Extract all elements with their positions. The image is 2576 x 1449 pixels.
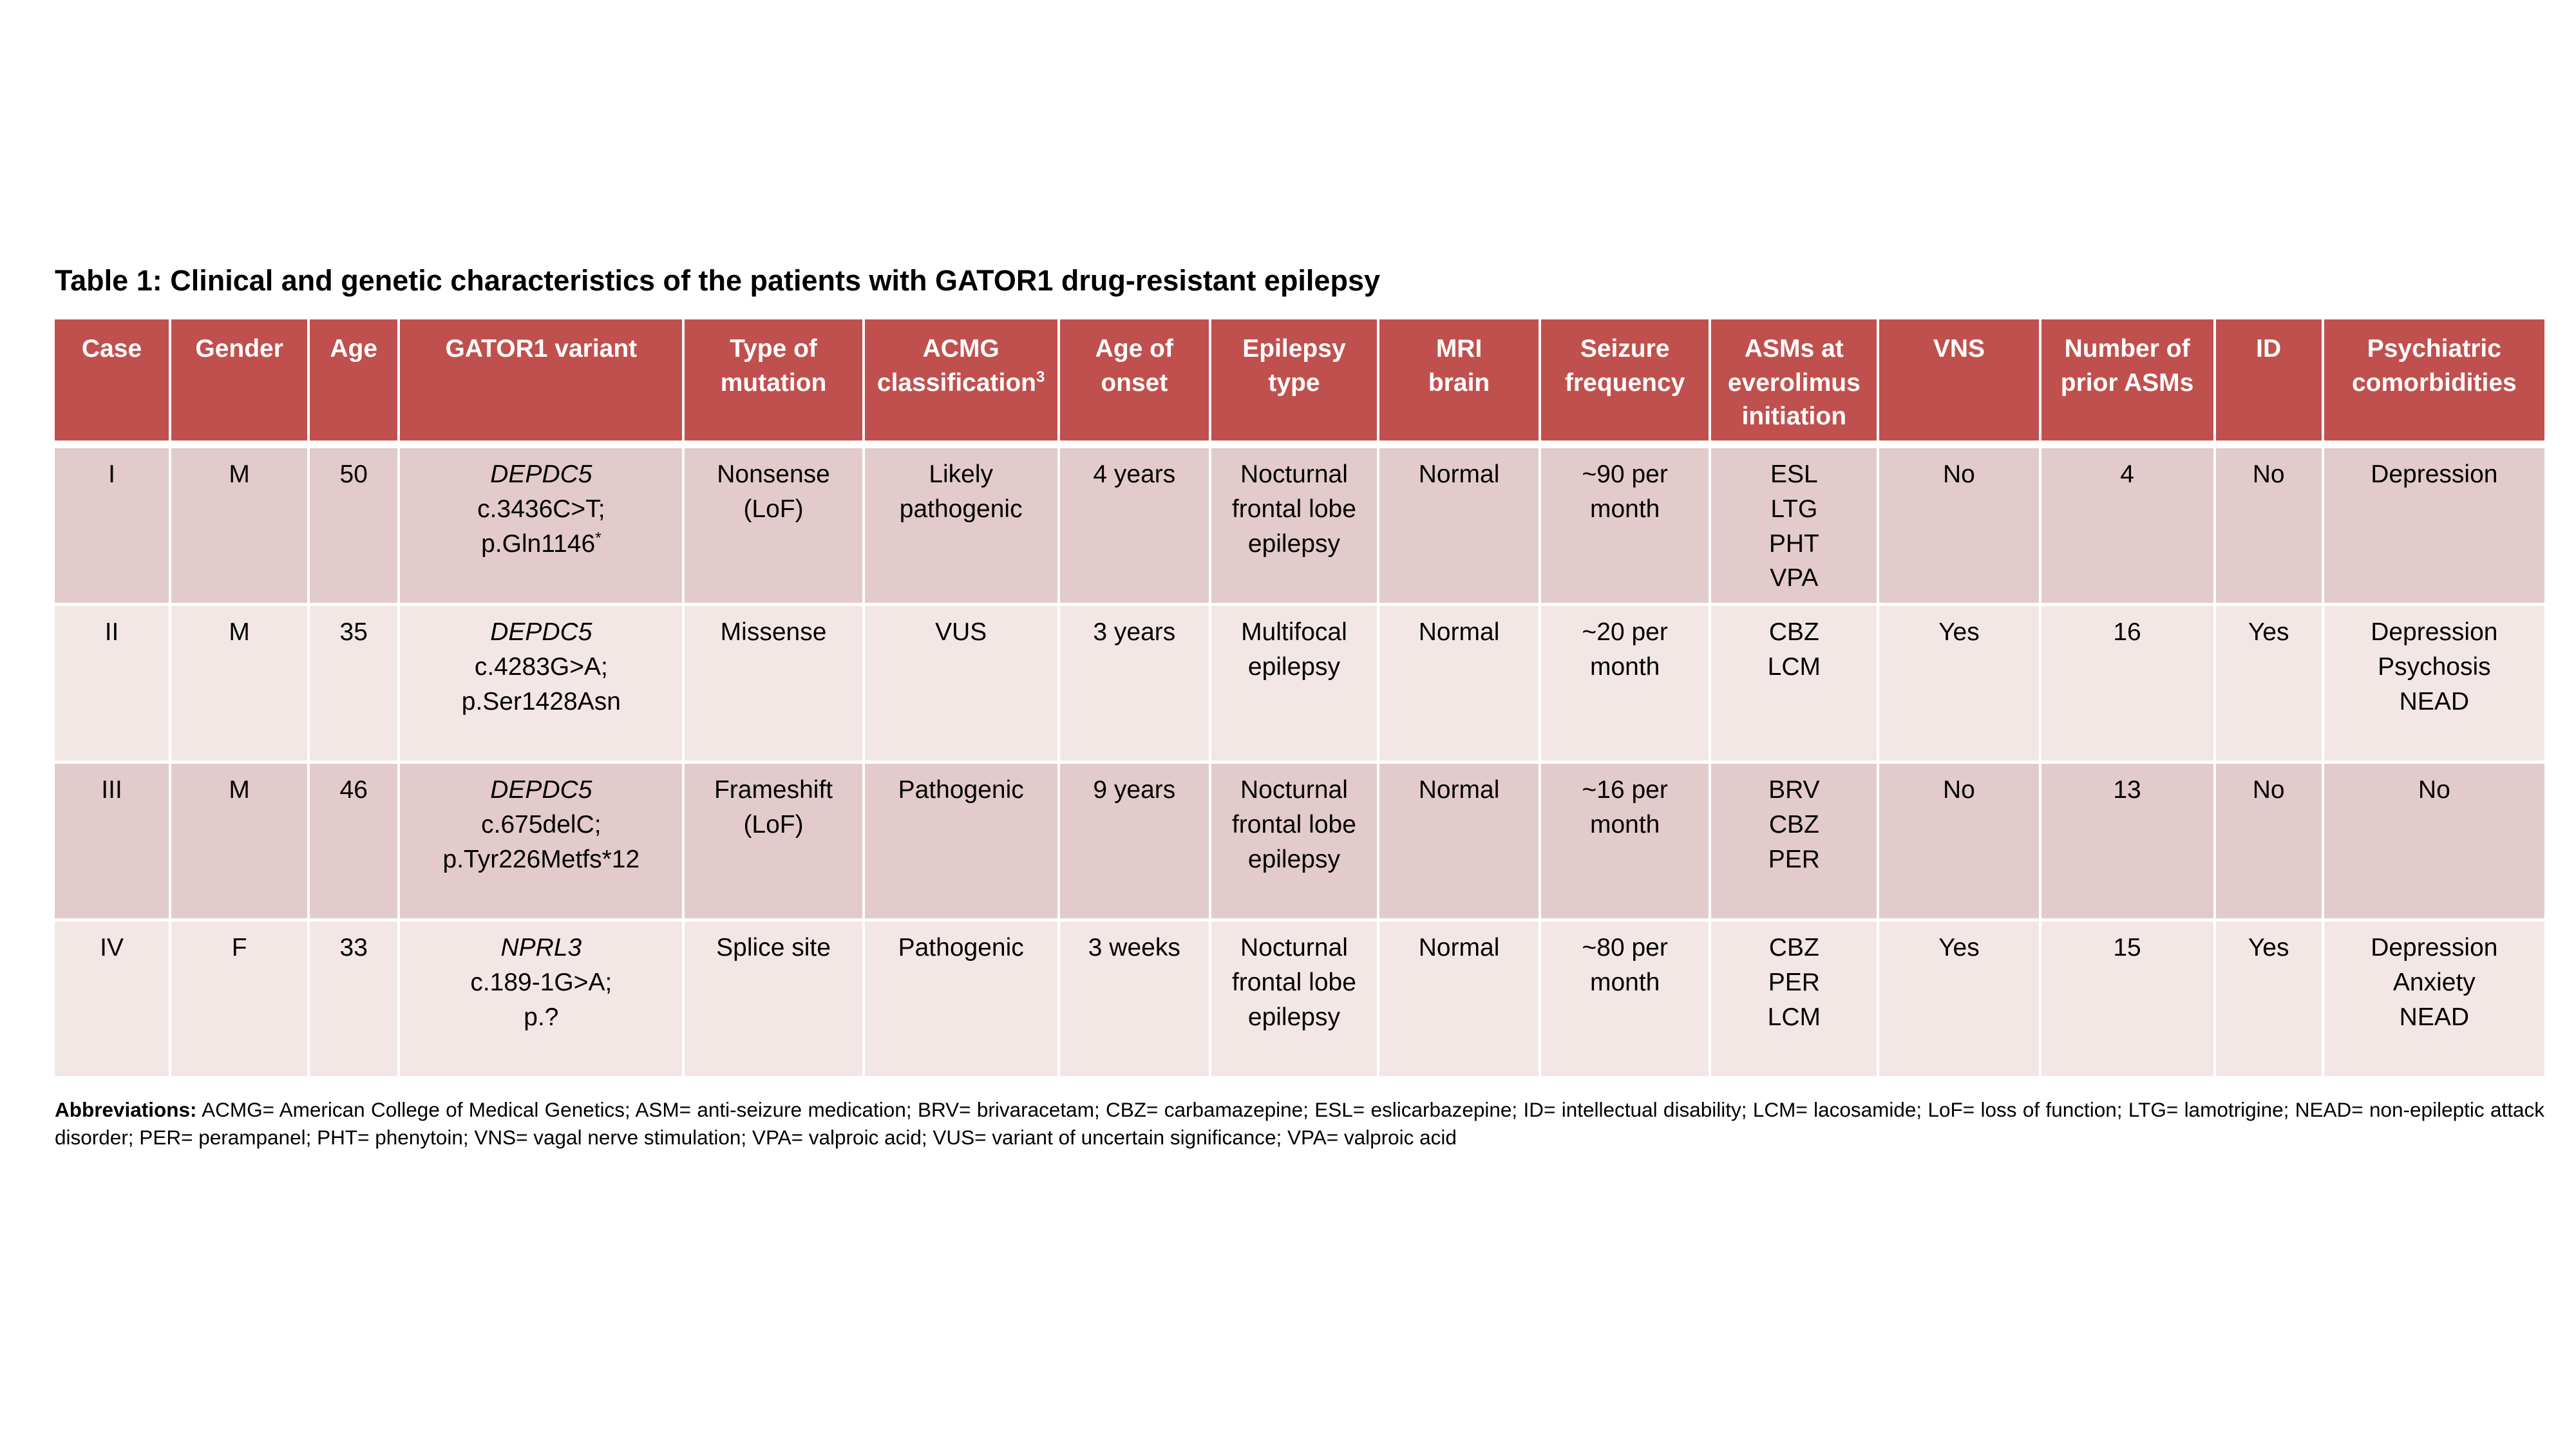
column-header-vns: VNS (1879, 319, 2041, 448)
cell-III-age: 46 (310, 763, 401, 922)
cell-IV-gender: F (171, 921, 310, 1079)
cell-III-psychiatric-comorbidities: No (2324, 763, 2544, 922)
table-row-case-II: II M 35 DEPDC5 c.4283G>A; p.Ser1428Asn Missens… (55, 605, 2544, 764)
column-header-number-of-prior-asms: Number of prior ASMs (2041, 319, 2216, 448)
cell-I-type-of-mutation: Nonsense (LoF) (685, 448, 865, 606)
cell-I-number-of-prior-asms: 4 (2041, 448, 2216, 606)
cell-IV-vns: Yes (1879, 921, 2041, 1079)
column-header-seizure-frequency: Seizure frequency (1541, 319, 1712, 448)
cell-II-gator1-variant: DEPDC5 c.4283G>A; p.Ser1428Asn (400, 605, 685, 764)
cell-II-case: II (55, 605, 172, 764)
cell-I-vns: No (1879, 448, 2041, 606)
cell-IV-type-of-mutation: Splice site (685, 921, 865, 1079)
cell-I-seizure-frequency: ~90 per month (1541, 448, 1712, 606)
column-header-age: Age (310, 319, 401, 448)
table-title: Table 1: Clinical and genetic characteri… (55, 264, 1381, 297)
cell-III-number-of-prior-asms: 13 (2041, 763, 2216, 922)
cell-II-asms-at-everolimus-initiation: CBZ LCM (1711, 605, 1880, 764)
column-header-mri-brain: MRI brain (1379, 319, 1542, 448)
cell-IV-seizure-frequency: ~80 per month (1541, 921, 1712, 1079)
table-body: I M 50 DEPDC5 c.3436C>T; p.Gln1146* Nonsense (L… (55, 448, 2544, 1079)
cell-III-case: III (55, 763, 172, 922)
cell-I-asms-at-everolimus-initiation: ESL LTG PHT VPA (1711, 448, 1880, 606)
cell-IV-psychiatric-comorbidities: Depression Anxiety NEAD (2324, 921, 2544, 1079)
cell-I-gator1-variant: DEPDC5 c.3436C>T; p.Gln1146* (400, 448, 685, 606)
cell-III-acmg-classification: Pathogenic (864, 763, 1060, 922)
cell-III-type-of-mutation: Frameshift (LoF) (685, 763, 865, 922)
cell-I-case: I (55, 448, 172, 606)
cell-III-asms-at-everolimus-initiation: BRV CBZ PER (1711, 763, 1880, 922)
column-header-case: Case (55, 319, 172, 448)
cell-IV-asms-at-everolimus-initiation: CBZ PER LCM (1711, 921, 1880, 1079)
cell-II-seizure-frequency: ~20 per month (1541, 605, 1712, 764)
column-header-gender: Gender (171, 319, 310, 448)
cell-III-gator1-variant: DEPDC5 c.675delC; p.Tyr226Metfs*12 (400, 763, 685, 922)
cell-IV-case: IV (55, 921, 172, 1079)
cell-IV-age: 33 (310, 921, 401, 1079)
column-header-age-of-onset: Age of onset (1059, 319, 1211, 448)
cell-IV-acmg-classification: Pathogenic (864, 921, 1060, 1079)
cell-II-age: 35 (310, 605, 401, 764)
column-header-id: ID (2215, 319, 2324, 448)
cell-I-mri-brain: Normal (1379, 448, 1542, 606)
cell-IV-id: Yes (2215, 921, 2324, 1079)
cell-I-acmg-classification: Likely pathogenic (864, 448, 1060, 606)
cell-II-mri-brain: Normal (1379, 605, 1542, 764)
table-content-area: Table 1: Clinical and genetic characteri… (55, 264, 2544, 1172)
patient-characteristics-table: Case Gender Age GATOR1 variant Type of mutati… (55, 319, 2544, 1079)
cell-I-epilepsy-type: Nocturnal frontal lobe epilepsy (1211, 448, 1379, 606)
cell-I-age-of-onset: 4 years (1059, 448, 1211, 606)
column-header-epilepsy-type: Epilepsy type (1211, 319, 1379, 448)
cell-III-mri-brain: Normal (1379, 763, 1542, 922)
cell-IV-mri-brain: Normal (1379, 921, 1542, 1079)
cell-III-age-of-onset: 9 years (1059, 763, 1211, 922)
cell-II-epilepsy-type: Multifocal epilepsy (1211, 605, 1379, 764)
column-header-gator1-variant: GATOR1 variant (400, 319, 685, 448)
cell-II-type-of-mutation: Missense (685, 605, 865, 764)
cell-IV-age-of-onset: 3 weeks (1059, 921, 1211, 1079)
cell-II-gender: M (171, 605, 310, 764)
column-header-acmg-classification: ACMG classification3 (864, 319, 1060, 448)
column-header-asms-at-everolimus-initiation: ASMs at everolimus initiation (1711, 319, 1880, 448)
cell-I-gender: M (171, 448, 310, 606)
cell-III-id: No (2215, 763, 2324, 922)
cell-I-id: No (2215, 448, 2324, 606)
cell-IV-epilepsy-type: Nocturnal frontal lobe epilepsy (1211, 921, 1379, 1079)
cell-II-number-of-prior-asms: 16 (2041, 605, 2216, 764)
abbreviations-label: Abbreviations: (55, 1097, 197, 1121)
cell-III-vns: No (1879, 763, 2041, 922)
column-header-psychiatric-comorbidities: Psychiatric comorbidities (2324, 319, 2544, 448)
table-row-case-I: I M 50 DEPDC5 c.3436C>T; p.Gln1146* Nonsense (L… (55, 448, 2544, 606)
cell-II-acmg-classification: VUS (864, 605, 1060, 764)
cell-II-age-of-onset: 3 years (1059, 605, 1211, 764)
abbreviations-note: Abbreviations: ACMG= American College of… (55, 1096, 2544, 1152)
abbreviations-text: ACMG= American College of Medical Geneti… (55, 1097, 2544, 1150)
cell-II-id: Yes (2215, 605, 2324, 764)
cell-I-psychiatric-comorbidities: Depression (2324, 448, 2544, 606)
cell-III-gender: M (171, 763, 310, 922)
cell-III-seizure-frequency: ~16 per month (1541, 763, 1712, 922)
header-row: Case Gender Age GATOR1 variant Type of mutati… (55, 319, 2544, 448)
cell-IV-number-of-prior-asms: 15 (2041, 921, 2216, 1079)
cell-I-age: 50 (310, 448, 401, 606)
table-row-case-IV: IV F 33 NPRL3 c.189-1G>A; p.? Splice site Patho… (55, 921, 2544, 1079)
cell-II-vns: Yes (1879, 605, 2041, 764)
cell-III-epilepsy-type: Nocturnal frontal lobe epilepsy (1211, 763, 1379, 922)
cell-II-psychiatric-comorbidities: Depression Psychosis NEAD (2324, 605, 2544, 764)
table-row-case-III: III M 46 DEPDC5 c.675delC; p.Tyr226Metfs*12 Fr… (55, 763, 2544, 922)
column-header-type-of-mutation: Type of mutation (685, 319, 865, 448)
cell-IV-gator1-variant: NPRL3 c.189-1G>A; p.? (400, 921, 685, 1079)
